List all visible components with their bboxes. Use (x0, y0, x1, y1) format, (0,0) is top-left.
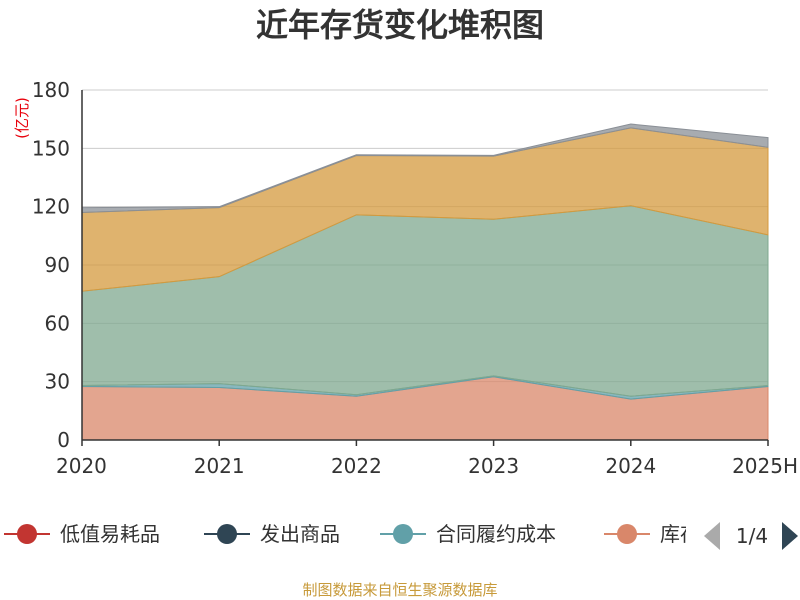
legend-item-发出商品[interactable]: 发出商品 (204, 522, 340, 546)
legend-marker (17, 524, 37, 544)
legend-pager: 1/4 (704, 522, 798, 550)
x-tick-label: 2022 (331, 454, 382, 478)
y-tick-label: 120 (32, 195, 70, 219)
x-tick-label: 2021 (194, 454, 245, 478)
y-tick-label: 60 (45, 311, 70, 335)
legend: 低值易耗品 发出商品 合同履约成本 库存商品 (4, 522, 740, 546)
legend-label: 库存商品 (660, 522, 740, 546)
legend-label: 合同履约成本 (436, 522, 556, 546)
legend-item-库存商品[interactable]: 库存商品 (604, 522, 740, 546)
x-tick-label: 2023 (468, 454, 519, 478)
legend-label: 低值易耗品 (60, 522, 160, 546)
data-source-note: 制图数据来自恒生聚源数据库 (302, 581, 497, 599)
legend-item-合同履约成本[interactable]: 合同履约成本 (380, 522, 556, 546)
y-tick-label: 180 (32, 78, 70, 102)
x-tick-label: 2025H (732, 454, 798, 478)
legend-prev-page-icon[interactable] (704, 522, 720, 550)
x-tick-label: 2020 (56, 454, 107, 478)
legend-label: 发出商品 (260, 522, 340, 546)
y-tick-label: 150 (32, 136, 70, 160)
area-series (81, 123, 769, 441)
legend-item-低值易耗品[interactable]: 低值易耗品 (4, 522, 160, 546)
legend-marker (393, 524, 413, 544)
legend-page-indicator: 1/4 (736, 524, 768, 548)
y-tick-label: 0 (57, 428, 70, 452)
x-tick-label: 2024 (605, 454, 656, 478)
legend-marker (217, 524, 237, 544)
y-tick-label: 90 (45, 253, 70, 277)
axes: 0 30 60 90 120 150 180 2020 2021 2022 2023 2024 2025… (32, 78, 798, 478)
area-其他 (81, 123, 769, 214)
y-axis-unit-label: (亿元) (13, 97, 31, 139)
legend-next-page-icon[interactable] (782, 522, 798, 550)
legend-marker (617, 524, 637, 544)
y-tick-label: 30 (45, 370, 70, 394)
chart-title: 近年存货变化堆积图 (256, 6, 544, 44)
